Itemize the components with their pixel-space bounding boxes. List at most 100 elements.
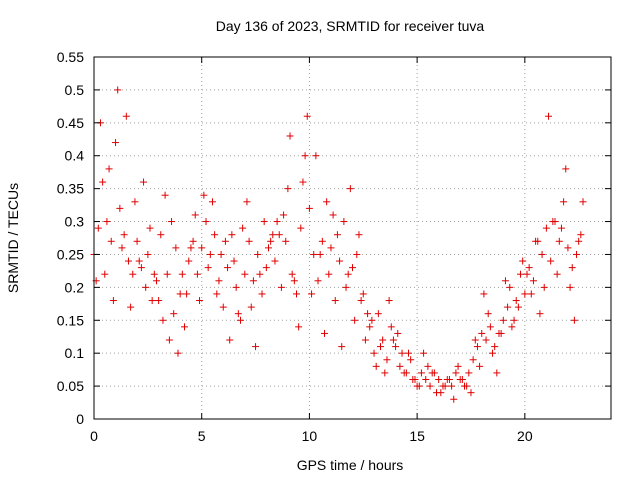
data-point [178,270,186,278]
data-point [424,362,432,370]
data-point [120,231,128,239]
data-point [467,389,475,397]
data-point [161,191,169,199]
data-point [189,237,197,245]
data-point [107,237,115,245]
data-point [357,297,365,305]
data-point [568,264,576,272]
data-point [305,204,313,212]
data-point [142,283,150,291]
y-tick-label: 0.4 [65,148,85,164]
data-point [338,343,346,351]
data-point [523,270,531,278]
data-point [389,336,397,344]
data-point [340,218,348,226]
data-point [183,290,191,298]
data-point [396,362,404,370]
data-point [392,343,400,351]
y-tick-label: 0.25 [57,246,84,262]
data-point [493,369,501,377]
data-point [510,316,518,324]
data-point [144,250,152,258]
data-point [480,290,488,298]
data-point [202,218,210,226]
data-point [407,356,415,364]
data-point [206,250,214,258]
data-point [426,382,434,390]
data-point [370,349,378,357]
data-point [435,376,443,384]
data-point [232,283,240,291]
data-point [301,152,309,160]
data-point [538,250,546,258]
data-point [187,244,195,252]
data-point [405,349,413,357]
data-point [458,376,466,384]
grid-layer [94,57,611,419]
data-point [241,270,249,278]
data-point [564,244,572,252]
data-point [243,198,251,206]
data-point [473,343,481,351]
data-point [148,297,156,305]
data-point [508,323,516,331]
data-point [217,250,225,258]
data-point [504,303,512,311]
data-point [131,198,139,206]
data-point [514,303,522,311]
data-point [211,231,219,239]
data-point [377,343,385,351]
data-point [239,224,247,232]
data-point [170,310,178,318]
data-point [570,316,578,324]
x-tick-label: 20 [517,428,533,444]
data-point [168,218,176,226]
data-point [482,336,490,344]
data-point [245,237,253,245]
data-point [497,329,505,337]
data-point [282,237,290,245]
data-point [213,290,221,298]
data-point [312,152,320,160]
data-point [286,132,294,140]
data-point [448,382,456,390]
y-tick-label: 0.3 [65,214,85,230]
data-point [327,244,335,252]
data-point [521,290,529,298]
data-point [234,310,242,318]
data-point [478,329,486,337]
data-point [284,185,292,193]
data-point [536,310,544,318]
plot-frame [93,56,612,420]
data-point [560,198,568,206]
data-point [336,257,344,265]
data-point [415,382,423,390]
data-point [385,297,393,305]
data-point [137,264,145,272]
data-point [359,290,367,298]
y-axis-label: SRMTID / TECUs [5,183,21,293]
data-point [420,349,428,357]
data-point [129,270,137,278]
data-point [275,231,283,239]
data-point [506,283,514,291]
x-tick-label: 0 [90,428,98,444]
data-point [368,316,376,324]
data-point [476,362,484,370]
data-point [361,336,369,344]
data-point [527,290,535,298]
data-point [262,264,270,272]
data-point [517,270,525,278]
data-point [471,336,479,344]
data-point [441,382,449,390]
data-point [99,178,107,186]
data-point [269,231,277,239]
data-point [221,237,229,245]
data-point [454,362,462,370]
data-point [163,270,171,278]
data-point [469,356,477,364]
data-point [422,376,430,384]
data-point [118,244,126,252]
data-point [346,185,354,193]
data-point [402,369,410,377]
